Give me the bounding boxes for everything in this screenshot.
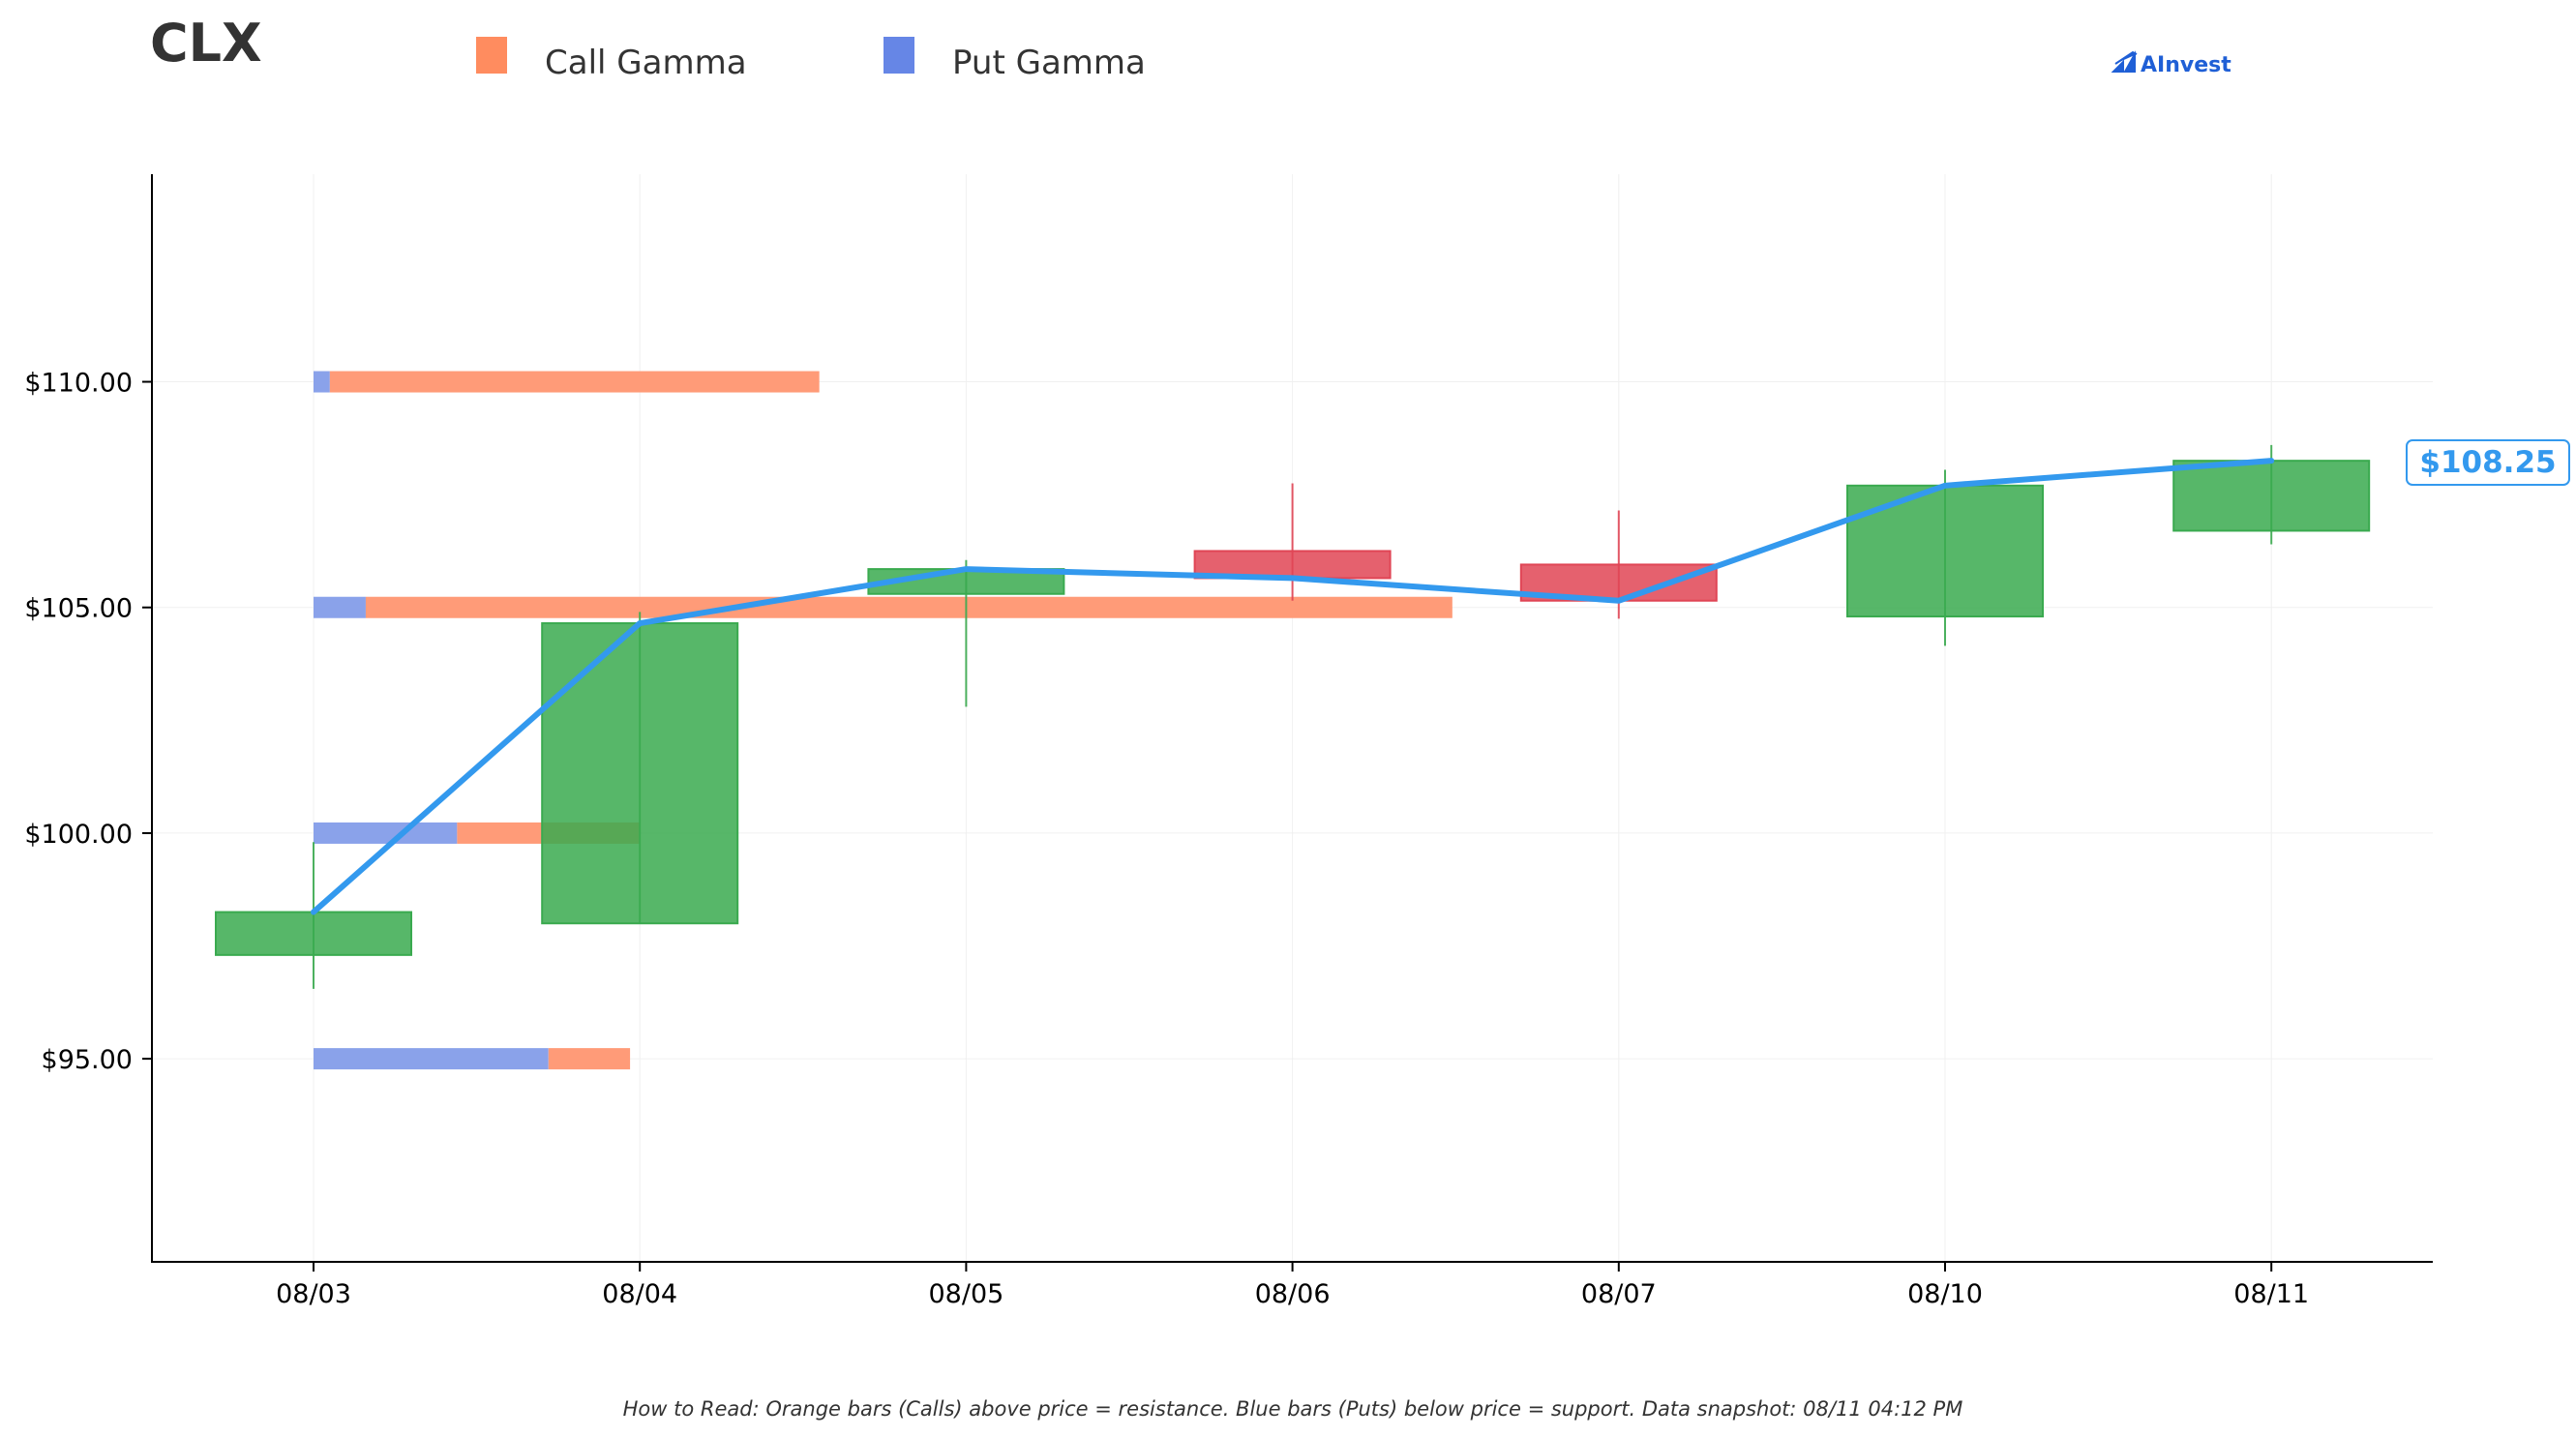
close-line-path: [311, 458, 2275, 915]
x-tick-label: 08/11: [2233, 1279, 2309, 1309]
ticker-title: CLX: [150, 13, 262, 74]
legend: Call Gamma Put Gamma: [476, 37, 1146, 82]
call-gamma-bar: [548, 1048, 631, 1070]
candle-body: [541, 622, 739, 925]
candle-body: [215, 911, 412, 956]
gamma-bars: [314, 371, 1453, 1070]
put-gamma-bar: [314, 371, 330, 393]
x-tick-label: 08/03: [276, 1279, 351, 1309]
put-gamma-bar: [314, 822, 458, 844]
brand-logo: AInvest: [2111, 50, 2232, 77]
current-price-box: [2406, 439, 2570, 486]
brand-chart-icon: [2111, 50, 2138, 73]
put-gamma-bar: [314, 1048, 549, 1070]
y-tick-label: $100.00: [24, 820, 133, 850]
brand-name: AInvest: [2141, 53, 2232, 77]
x-tick-label: 08/05: [928, 1279, 1003, 1309]
x-tick-label: 08/06: [1255, 1279, 1331, 1309]
y-tick-label: $105.00: [24, 594, 133, 624]
y-tick-label: $110.00: [24, 369, 133, 399]
y-axis-ticks: $95.00 $100.00 $105.00 $110.00: [24, 369, 152, 1075]
legend-label-put: Put Gamma: [952, 44, 1146, 82]
x-tick-label: 08/04: [602, 1279, 677, 1309]
x-tick-label: 08/10: [1907, 1279, 1983, 1309]
put-gamma-bar: [314, 596, 366, 618]
candle-body: [1846, 484, 2044, 618]
footnote: How to Read: Orange bars (Calls) above p…: [623, 1397, 1963, 1421]
x-tick-label: 08/07: [1581, 1279, 1657, 1309]
current-price-label: $108.25: [2419, 445, 2556, 480]
close-price-line: [311, 458, 2275, 915]
x-axis-ticks: 08/03 08/04 08/05 08/06 08/07 08/10 08/11: [276, 1262, 2309, 1309]
candle-body: [2172, 460, 2371, 532]
call-gamma-bar: [365, 596, 1453, 618]
current-price-tag: $108.25: [2406, 439, 2570, 486]
grid: [152, 174, 2433, 1262]
y-tick-label: $95.00: [42, 1045, 133, 1075]
legend-swatch-call: [476, 37, 507, 74]
legend-label-call: Call Gamma: [545, 44, 747, 82]
legend-swatch-put: [884, 37, 914, 74]
call-gamma-bar: [329, 371, 820, 393]
